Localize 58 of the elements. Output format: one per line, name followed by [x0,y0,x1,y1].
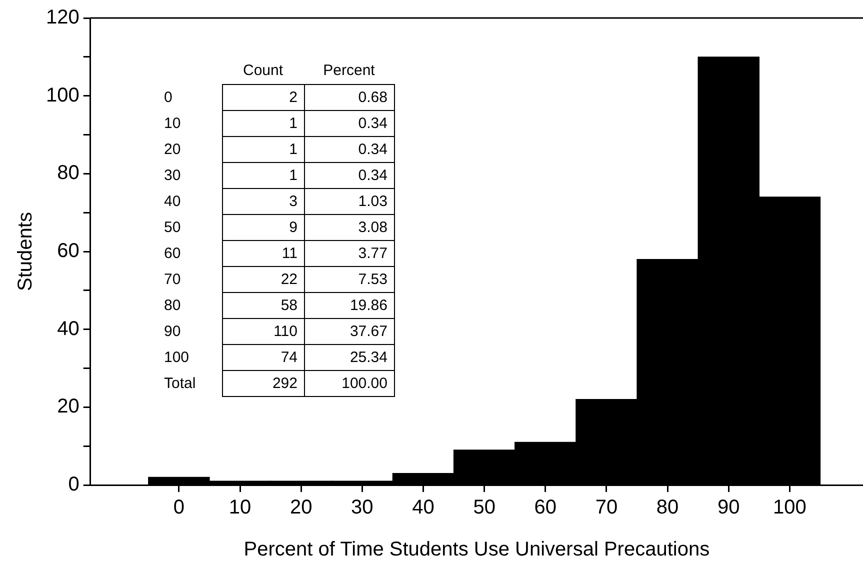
x-tick-label: 40 [412,496,434,519]
y-tick-label: 120 [46,6,80,29]
annotation: 40 [163,192,182,212]
annotation: 1 [222,110,304,136]
annotation: 1 [222,136,304,162]
y-tick-label: 0 [68,474,80,496]
annotation: 0.34 [304,162,394,188]
annotation: Total [163,374,197,394]
x-tick-label: 90 [718,496,740,519]
x-tick-label: 80 [656,496,679,519]
annotation: 0.34 [304,110,394,136]
x-tick-label: 50 [473,496,496,519]
annotation: 292 [222,370,304,396]
annotation: 90 [163,322,182,342]
annotation: 25.34 [304,344,394,370]
y-tick-label: 40 [57,318,80,340]
annotation: 100 [163,348,190,368]
y-tick-label: 20 [57,396,80,418]
annotation: 22 [222,266,304,292]
x-axis-title: Percent of Time Students Use Universal Precautions [244,538,710,561]
x-tick-label: 30 [351,496,374,519]
annotation: 3 [222,188,304,214]
annotation: 74 [222,344,304,370]
x-tick-label: 60 [534,496,557,519]
annotation: 60 [163,244,182,264]
annotation: 3.77 [304,240,394,266]
annotation: 58 [222,292,304,318]
annotation: 37.67 [304,318,394,344]
y-axis-title: Students [14,212,37,291]
annotation: 11 [222,240,304,266]
annotation: 100.00 [304,370,394,396]
annotation: 1 [222,162,304,188]
annotation: 3.08 [304,214,394,240]
annotation: 110 [222,318,304,344]
annotation: 0.68 [304,84,394,110]
x-tick-label: 20 [290,496,312,519]
annotation: 30 [163,166,182,186]
annotation: 10 [163,114,182,134]
y-tick-label: 100 [46,84,80,106]
annotation: 70 [163,270,182,290]
x-tick-label: 10 [228,496,252,519]
annotation: 0 [163,88,174,108]
annotation: Percent [322,61,376,82]
y-tick-label: 80 [57,162,80,184]
annotation: Count [242,61,284,82]
x-tick-label: 0 [173,496,184,519]
annotation: 50 [163,218,182,238]
x-tick-label: 100 [773,496,806,519]
annotation: 20 [163,140,182,160]
x-tick-label: 70 [595,496,618,519]
y-tick-label: 60 [57,240,80,262]
annotation: 9 [222,214,304,240]
annotation: 80 [163,296,182,316]
annotation: 0.34 [304,136,394,162]
annotation: 2 [222,84,304,110]
annotation: 7.53 [304,266,394,292]
annotation: 19.86 [304,292,394,318]
annotation: 1.03 [304,188,394,214]
